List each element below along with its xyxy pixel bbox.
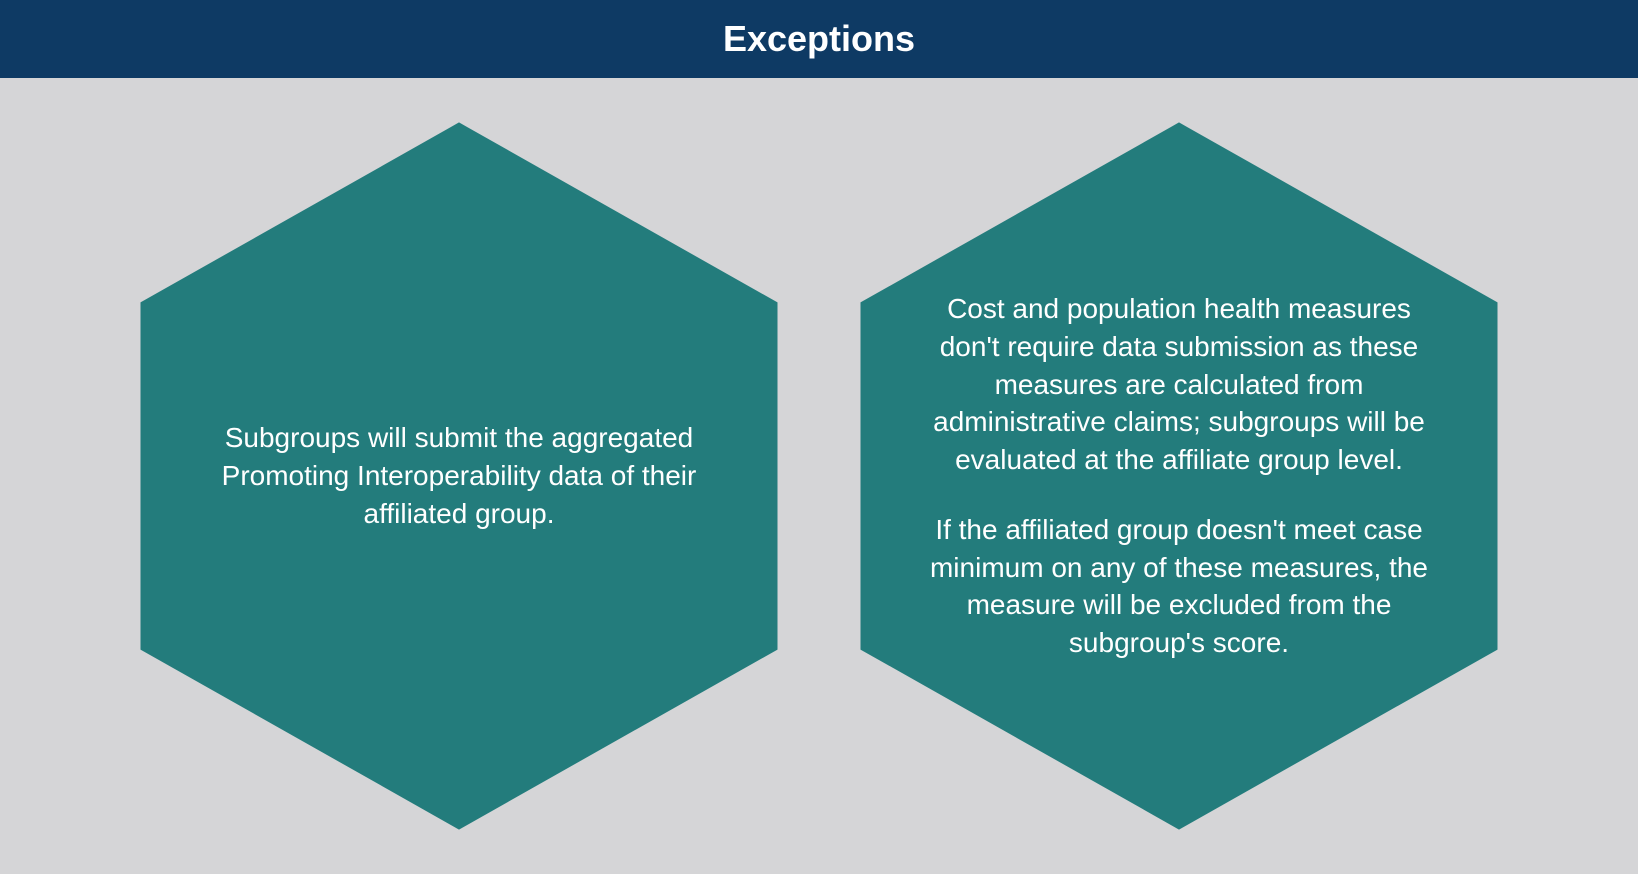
hexagon-left-paragraph: Subgroups will submit the aggregated Pro… <box>194 419 724 532</box>
hexagon-right: Cost and population health measures don'… <box>854 116 1504 836</box>
page-title: Exceptions <box>723 18 915 60</box>
content-area: Subgroups will submit the aggregated Pro… <box>0 78 1638 874</box>
header-bar: Exceptions <box>0 0 1638 78</box>
hexagon-left: Subgroups will submit the aggregated Pro… <box>134 116 784 836</box>
hexagon-right-paragraph2: If the affiliated group doesn't meet cas… <box>914 511 1444 662</box>
hexagon-right-paragraph1: Cost and population health measures don'… <box>914 290 1444 479</box>
hexagon-right-text: Cost and population health measures don'… <box>854 290 1504 662</box>
hexagon-left-text: Subgroups will submit the aggregated Pro… <box>134 419 784 532</box>
